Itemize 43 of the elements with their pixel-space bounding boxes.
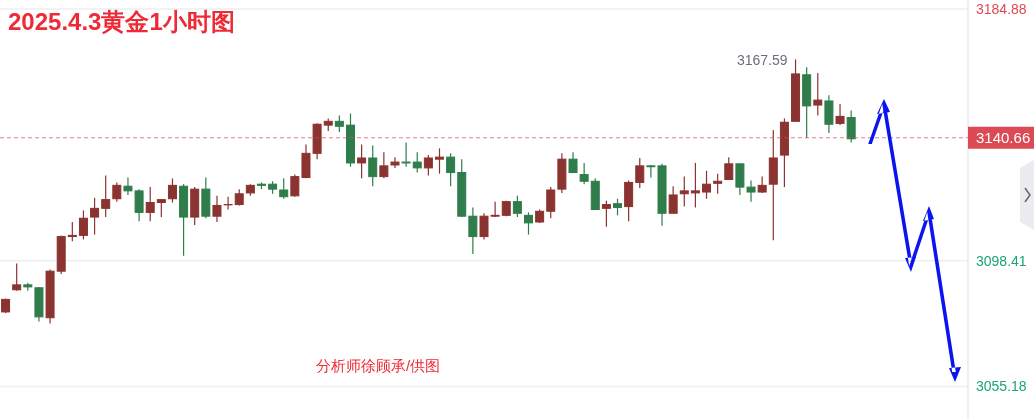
y-tick-label: 3184.88: [976, 1, 1027, 18]
candlestick: [824, 94, 834, 134]
candlestick: [112, 181, 122, 203]
candlestick: [434, 147, 444, 175]
candlestick: [167, 177, 177, 204]
candlestick: [90, 197, 100, 236]
candlestick: [601, 200, 611, 228]
candlestick: [635, 157, 645, 189]
candlestick: [101, 174, 111, 218]
candlestick: [357, 144, 367, 179]
candlestick: [713, 173, 723, 195]
candlestick: [524, 211, 534, 236]
annotation: 3167.59: [736, 52, 788, 69]
candlestick: [512, 195, 522, 218]
candlestick: [568, 151, 578, 174]
candlestick: [223, 196, 233, 211]
y-tick-label: 3098.41: [976, 252, 1027, 269]
candlestick: [12, 263, 22, 292]
y-tick-label: 3055.18: [976, 378, 1027, 395]
candlestick: [212, 195, 222, 223]
candlestick: [702, 170, 712, 200]
candlestick: [401, 141, 411, 168]
candlestick: [412, 151, 422, 174]
candlestick: [835, 103, 845, 126]
candlestick: [579, 162, 589, 185]
candlestick: [813, 72, 823, 117]
candlestick: [368, 144, 378, 187]
chart-title: 2025.4.3黄金1小时图: [8, 8, 235, 35]
candlestick: [446, 152, 456, 187]
ref-line-label: 3140.66: [976, 129, 1031, 147]
candlestick: [145, 186, 155, 222]
candlestick: [724, 156, 734, 181]
candlestick: [668, 185, 678, 214]
candlestick: [690, 162, 700, 209]
candlestick: [423, 154, 433, 177]
candlestick: [67, 221, 77, 242]
annotation: 分析师徐顾承/供图: [315, 357, 441, 374]
candlestick: [546, 186, 556, 219]
candlestick: [679, 176, 689, 208]
candlestick: [846, 109, 856, 144]
candlestick: [78, 209, 88, 241]
candlestick: [468, 206, 478, 255]
candlestick: [279, 177, 289, 200]
